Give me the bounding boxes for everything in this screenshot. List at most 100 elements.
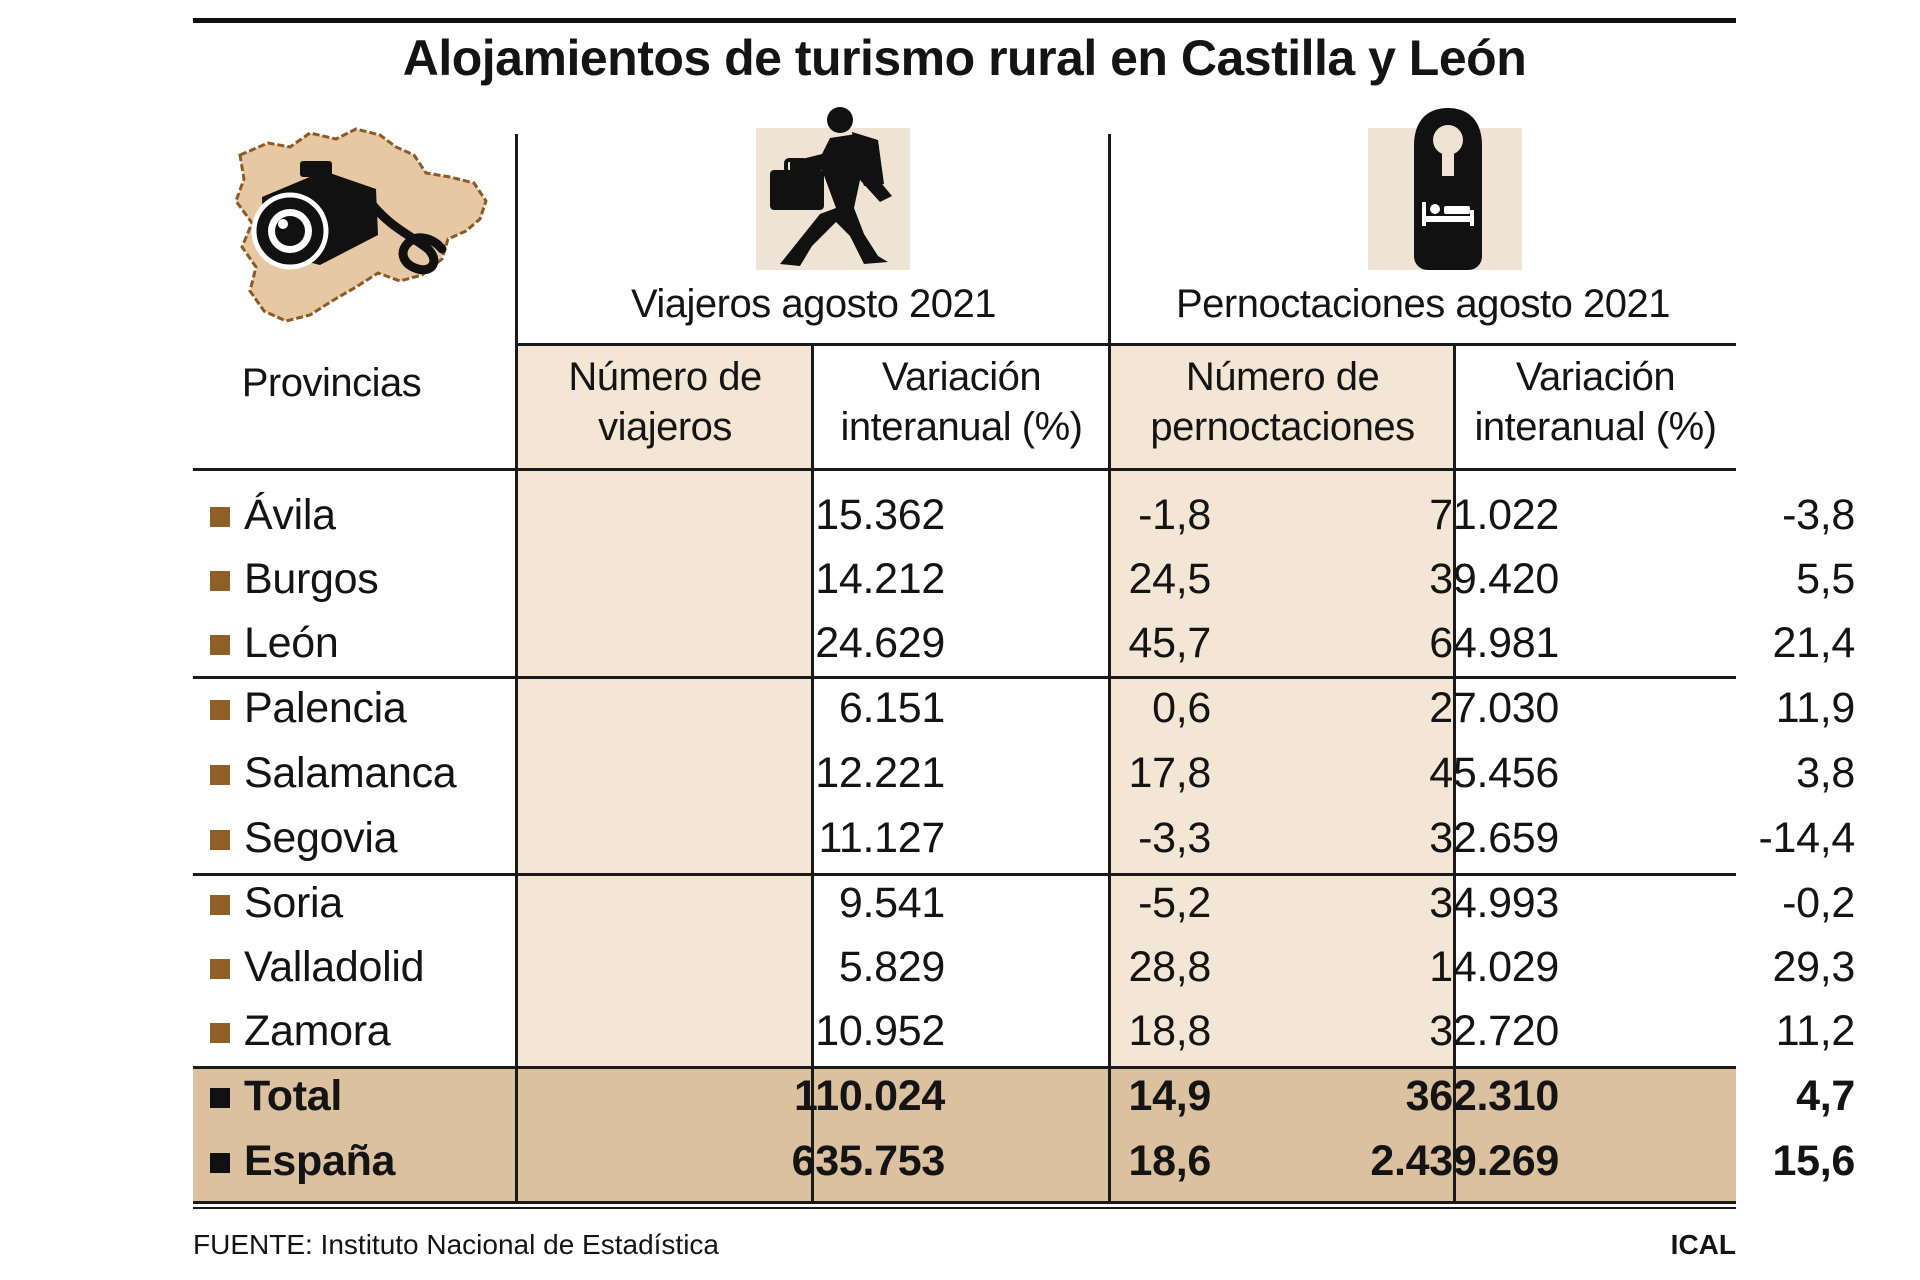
province-name: Burgos: [244, 555, 379, 603]
cell-pernoctaciones: 71.022: [1429, 491, 1559, 539]
page-title: Alojamientos de turismo rural en Castill…: [402, 30, 1527, 86]
source-note: FUENTE: Instituto Nacional de Estadístic…: [193, 1229, 719, 1260]
header-variacion-viajeros-line1: Variación: [881, 355, 1042, 399]
province-name: Zamora: [244, 1007, 391, 1055]
row-marker: [210, 571, 230, 591]
cell-viajeros: 15.362: [815, 491, 945, 539]
cell-var-viajeros: 0,6: [1152, 684, 1211, 732]
cell-viajeros: 110.024: [794, 1072, 945, 1120]
table-row: Palencia 6.151 0,6 27.030 11,9: [193, 676, 1855, 740]
row-marker: [210, 895, 230, 915]
cell-pernoctaciones: 64.981: [1429, 619, 1559, 667]
cell-var-viajeros: -3,3: [1138, 814, 1211, 862]
rule-before-total: [193, 1066, 1736, 1069]
cell-viajeros: 5.829: [838, 943, 945, 991]
top-rule: [193, 18, 1736, 23]
cell-var-viajeros: 14,9: [1128, 1072, 1212, 1120]
totals-band: [193, 1067, 1736, 1201]
total-row: Total 110.024 14,9 362.310 4,7: [193, 1064, 1855, 1128]
rule-bottom: [193, 1201, 1736, 1204]
province-name: Palencia: [244, 684, 407, 732]
row-marker: [210, 700, 230, 720]
door-hanger-bed-icon: [1414, 108, 1482, 270]
cell-var-viajeros: 17,8: [1128, 749, 1212, 797]
row-marker: [210, 765, 230, 785]
cell-var-pernoctaciones: -0,2: [1782, 879, 1855, 927]
cell-viajeros: 635.753: [791, 1137, 946, 1185]
cell-viajeros: 9.541: [838, 879, 945, 927]
total-label: Total: [244, 1072, 343, 1120]
cell-pernoctaciones: 2.439.269: [1370, 1137, 1559, 1185]
table-row: Salamanca 12.221 17,8 45.456 3,8: [193, 741, 1855, 805]
cell-viajeros: 14.212: [815, 555, 945, 603]
vrule-2: [811, 343, 814, 1201]
header-variacion-pernoctaciones-line2: interanual (%): [1474, 405, 1717, 449]
header-variacion-viajeros-line2: interanual (%): [840, 405, 1083, 449]
cell-var-pernoctaciones: 21,4: [1772, 619, 1856, 667]
cell-var-viajeros: 28,8: [1128, 943, 1212, 991]
cell-var-pernoctaciones: -3,8: [1782, 491, 1855, 539]
traveler-with-suitcase-icon: [770, 107, 892, 266]
header-provincias: Provincias: [241, 361, 422, 405]
header-variacion-pernoctaciones: Variación interanual (%): [1455, 352, 1736, 452]
espana-row: España 635.753 18,6 2.439.269 15,6: [193, 1129, 1855, 1193]
rule-under-headers: [193, 468, 1736, 471]
shade-column-pernoctaciones: [1110, 345, 1455, 1067]
table-row: Soria 9.541 -5,2 34.993 -0,2: [193, 871, 1855, 935]
cell-var-pernoctaciones: 29,3: [1772, 943, 1856, 991]
row-marker: [210, 830, 230, 850]
rule-under-groups: [517, 343, 1736, 346]
table-row: Burgos 14.212 24,5 39.420 5,5: [193, 547, 1855, 611]
rule-bottom-thin: [193, 1207, 1736, 1209]
header-numero-viajeros-line2: viajeros: [598, 405, 732, 449]
group-header-pernoctaciones: Pernoctaciones agosto 2021: [1175, 282, 1671, 326]
cell-viajeros: 6.151: [838, 684, 945, 732]
espana-label: España: [244, 1137, 396, 1185]
header-numero-pernoctaciones-line2: pernoctaciones: [1150, 405, 1415, 449]
row-marker: [210, 959, 230, 979]
cell-pernoctaciones: 34.993: [1429, 879, 1559, 927]
cell-var-pernoctaciones: 4,7: [1796, 1072, 1855, 1120]
header-numero-viajeros-line1: Número de: [568, 355, 762, 399]
cell-var-viajeros: -5,2: [1138, 879, 1211, 927]
cell-pernoctaciones: 32.659: [1429, 814, 1559, 862]
group-header-viajeros: Viajeros agosto 2021: [630, 282, 997, 326]
table-row: Valladolid 5.829 28,8 14.029 29,3: [193, 935, 1855, 999]
shade-column-viajeros: [517, 345, 813, 1067]
row-marker: [210, 1153, 230, 1173]
vrule-3: [1108, 134, 1111, 1201]
cell-pernoctaciones: 27.030: [1429, 684, 1559, 732]
province-name: Salamanca: [244, 749, 457, 797]
header-variacion-pernoctaciones-line1: Variación: [1515, 355, 1676, 399]
row-marker: [210, 507, 230, 527]
cell-var-pernoctaciones: 3,8: [1796, 749, 1855, 797]
cell-var-viajeros: 45,7: [1128, 619, 1212, 667]
rule-group-2: [193, 873, 1736, 876]
vrule-4: [1453, 343, 1456, 1201]
row-marker: [210, 1088, 230, 1108]
cell-var-viajeros: -1,8: [1138, 491, 1211, 539]
castilla-leon-map-camera-icon: [234, 127, 488, 323]
cell-var-pernoctaciones: 11,9: [1775, 684, 1856, 732]
province-name: Segovia: [244, 814, 398, 862]
credit-label: ICAL: [1670, 1229, 1736, 1260]
cell-pernoctaciones: 45.456: [1429, 749, 1559, 797]
rule-group-1: [193, 676, 1736, 679]
vrule-1: [515, 134, 518, 1201]
cell-viajeros: 11.127: [818, 814, 945, 862]
cell-var-pernoctaciones: 15,6: [1772, 1137, 1856, 1185]
table-row: Zamora 10.952 18,8 32.720 11,2: [193, 999, 1855, 1063]
table-row: Segovia 11.127 -3,3 32.659 -14,4: [193, 806, 1855, 870]
cell-pernoctaciones: 39.420: [1429, 555, 1559, 603]
row-marker: [210, 635, 230, 655]
cell-var-viajeros: 18,8: [1128, 1007, 1212, 1055]
cell-var-viajeros: 24,5: [1128, 555, 1212, 603]
cell-var-viajeros: 18,6: [1128, 1137, 1212, 1185]
cell-var-pernoctaciones: 5,5: [1796, 555, 1855, 603]
table-row: Ávila 15.362 -1,8 71.022 -3,8: [193, 483, 1855, 547]
cell-viajeros: 10.952: [815, 1007, 945, 1055]
province-name: Ávila: [244, 491, 336, 539]
row-marker: [210, 1023, 230, 1043]
cell-var-pernoctaciones: 11,2: [1775, 1007, 1856, 1055]
header-numero-pernoctaciones-line1: Número de: [1185, 355, 1380, 399]
